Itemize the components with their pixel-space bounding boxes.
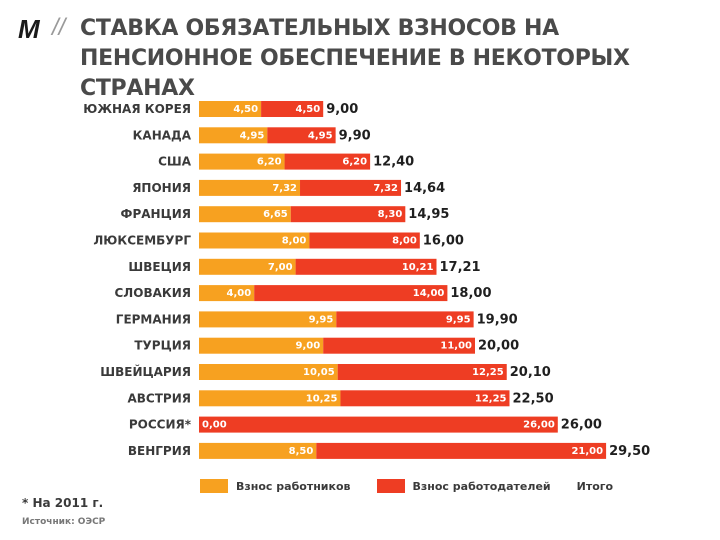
- bar-employer: [309, 232, 420, 249]
- bar-employer-value: 26,00: [523, 420, 555, 431]
- bar-total-value: 29,50: [609, 444, 650, 459]
- bar-employer: [290, 206, 406, 223]
- bar-total-value: 12,40: [373, 155, 414, 170]
- category-label: ШВЕЦИЯ: [128, 260, 191, 274]
- bar-total-value: 9,00: [326, 102, 358, 117]
- bar-employer-value: 8,30: [378, 209, 403, 220]
- category-label: ФРАНЦИЯ: [121, 207, 191, 221]
- bar-employee: [199, 206, 291, 223]
- bar-employer-value: 4,50: [296, 104, 321, 115]
- bar-employee-value: 6,20: [257, 157, 282, 168]
- category-label: ТУРЦИЯ: [134, 339, 191, 353]
- bar-employee-value: 9,00: [296, 341, 321, 352]
- bar-employer-value: 9,95: [446, 314, 471, 325]
- chart-title: Ставка обязательных взносов на пенсионно…: [80, 16, 630, 101]
- legend-label-employee: Взнос работников: [236, 479, 351, 493]
- bar-employee-value: 4,50: [233, 104, 258, 115]
- bar-employer-value: 7,32: [373, 183, 398, 194]
- bar-employer: [267, 127, 336, 144]
- bar-total-value: 14,95: [408, 207, 449, 222]
- bar-employer: [254, 285, 448, 302]
- bar-employer-value: 21,00: [571, 446, 603, 457]
- bar-total-value: 16,00: [423, 234, 464, 249]
- bar-employee: [199, 127, 268, 144]
- category-label: США: [158, 155, 192, 169]
- bar-total-value: 18,00: [450, 286, 491, 301]
- bar-employee-value: 9,95: [309, 314, 334, 325]
- legend: Взнос работников Взнос работодателей Ито…: [200, 478, 639, 494]
- category-label: РОССИЯ*: [129, 418, 192, 432]
- bar-employer-value: 12,25: [475, 393, 507, 404]
- category-label: АВСТРИЯ: [127, 391, 191, 405]
- legend-swatch-employee: [200, 479, 228, 493]
- bar-employer: [340, 390, 510, 407]
- bar-employee: [199, 311, 337, 328]
- category-label: ЛЮКСЕМБУРГ: [93, 234, 191, 248]
- bar-employer-value: 6,20: [342, 157, 367, 168]
- bar-total-value: 19,90: [477, 312, 518, 327]
- bar-employee-value: 7,32: [272, 183, 297, 194]
- bar-employer-value: 12,25: [472, 367, 504, 378]
- bar-employer: [336, 311, 474, 328]
- legend-label-total: Итого: [576, 479, 614, 493]
- bar-employee: [199, 442, 317, 459]
- bar-employer: [300, 179, 402, 196]
- bar-total-value: 26,00: [561, 418, 602, 433]
- legend-item-total: Итого: [577, 480, 613, 493]
- bar-employee: [199, 390, 341, 407]
- category-label: КАНАДА: [133, 128, 192, 142]
- bar-employer: [295, 258, 437, 275]
- bar-employer: [199, 416, 558, 433]
- bar-employer-value: 8,00: [392, 236, 417, 247]
- footnote: * На 2011 г.: [22, 496, 104, 510]
- legend-label-employer: Взнос работодателей: [412, 479, 551, 493]
- category-label: ЯПОНИЯ: [132, 181, 191, 195]
- bar-employer: [284, 153, 371, 170]
- bar-employer: [323, 337, 475, 354]
- bar-employee-value: 7,00: [268, 262, 293, 273]
- bar-employer-value: 11,00: [440, 341, 472, 352]
- bar-employee-value: 4,95: [240, 130, 265, 141]
- bar-employee-value: 8,50: [289, 446, 314, 457]
- bar-employee-value: 10,05: [303, 367, 335, 378]
- bar-employee: [199, 179, 301, 196]
- bar-employee-value: 0,00: [202, 420, 227, 431]
- bar-employer-value: 4,95: [308, 130, 333, 141]
- bar-employee: [199, 153, 285, 170]
- category-label: ГЕРМАНИЯ: [116, 312, 191, 326]
- bar-employee-value: 8,00: [282, 236, 307, 247]
- bar-employee-value: 6,65: [263, 209, 288, 220]
- category-label: ЮЖНАЯ КОРЕЯ: [83, 102, 191, 116]
- category-label: ШВЕЙЦАРИЯ: [100, 364, 191, 379]
- bar-total-value: 14,64: [404, 181, 445, 196]
- logo-separator: //: [52, 14, 66, 41]
- bar-employee: [199, 232, 310, 249]
- bar-employee: [199, 337, 324, 354]
- bar-employer: [337, 364, 507, 380]
- bar-total-value: 9,90: [339, 128, 371, 143]
- category-label: ВЕНГРИЯ: [128, 444, 191, 458]
- legend-item-employee: Взнос работников: [200, 479, 351, 493]
- legend-swatch-employer: [376, 479, 405, 493]
- bar-employee: [199, 258, 296, 275]
- bar-total-value: 20,10: [510, 365, 551, 380]
- bar-employee: [199, 101, 262, 117]
- source-note: Источник: ОЭСР: [22, 517, 106, 527]
- bar-employer-value: 14,00: [413, 288, 445, 299]
- bar-employer: [316, 442, 607, 459]
- legend-item-employer: Взнос работодателей: [376, 479, 551, 493]
- bar-total-value: 20,00: [478, 339, 519, 354]
- category-label: СЛОВАКИЯ: [115, 286, 192, 300]
- logo: M: [18, 14, 40, 44]
- bar-employee: [199, 285, 255, 302]
- bar-employee-value: 10,25: [306, 393, 338, 404]
- bar-employee-value: 4,00: [227, 288, 252, 299]
- bar-employee: [199, 364, 338, 380]
- bar-employer-value: 10,21: [402, 262, 434, 273]
- bar-total-value: 22,50: [513, 391, 554, 406]
- bar-total-value: 17,21: [439, 260, 480, 275]
- bar-employer: [261, 101, 324, 117]
